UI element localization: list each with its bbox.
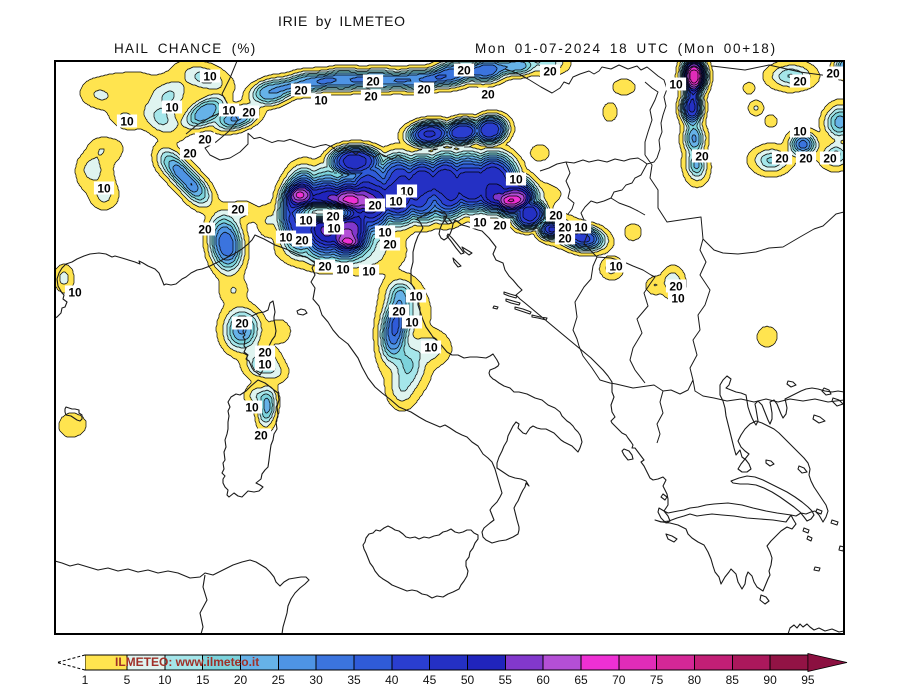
svg-text:10: 10: [203, 70, 217, 84]
svg-text:95: 95: [801, 673, 815, 687]
svg-text:20: 20: [183, 147, 197, 161]
svg-text:10: 10: [424, 341, 438, 355]
svg-text:10: 10: [327, 222, 341, 236]
svg-text:10: 10: [258, 358, 272, 372]
svg-text:20: 20: [242, 106, 256, 120]
svg-text:85: 85: [726, 673, 740, 687]
svg-text:ILMETEO: www.ilmeteo.it: ILMETEO: www.ilmeteo.it: [115, 655, 259, 669]
svg-text:10: 10: [473, 216, 487, 230]
svg-text:60: 60: [536, 673, 550, 687]
svg-text:HAIL CHANCE (%): HAIL CHANCE (%): [114, 41, 257, 56]
svg-text:20: 20: [258, 346, 272, 360]
svg-text:20: 20: [295, 234, 309, 248]
svg-text:20: 20: [198, 223, 212, 237]
svg-text:20: 20: [558, 221, 572, 235]
svg-text:20: 20: [823, 152, 837, 166]
svg-text:20: 20: [294, 84, 308, 98]
svg-text:10: 10: [362, 265, 376, 279]
svg-text:20: 20: [364, 90, 378, 104]
svg-text:25: 25: [272, 673, 286, 687]
svg-text:10: 10: [279, 231, 293, 245]
svg-text:20: 20: [254, 429, 268, 443]
svg-text:75: 75: [650, 673, 664, 687]
svg-text:10: 10: [509, 173, 523, 187]
svg-text:15: 15: [196, 673, 210, 687]
svg-text:20: 20: [669, 280, 683, 294]
svg-text:10: 10: [97, 182, 111, 196]
svg-text:20: 20: [793, 75, 807, 89]
svg-text:10: 10: [68, 286, 82, 300]
svg-text:20: 20: [383, 238, 397, 252]
svg-text:10: 10: [314, 94, 328, 108]
svg-text:10: 10: [389, 195, 403, 209]
svg-text:10: 10: [671, 292, 685, 306]
svg-text:10: 10: [793, 125, 807, 139]
svg-text:35: 35: [347, 673, 361, 687]
svg-text:20: 20: [695, 150, 709, 164]
svg-text:65: 65: [574, 673, 588, 687]
svg-text:20: 20: [368, 199, 382, 213]
svg-text:20: 20: [366, 75, 380, 89]
svg-text:20: 20: [198, 133, 212, 147]
svg-text:20: 20: [235, 317, 249, 331]
svg-text:30: 30: [309, 673, 323, 687]
svg-text:1: 1: [82, 673, 89, 687]
svg-text:80: 80: [688, 673, 702, 687]
svg-text:20: 20: [318, 260, 332, 274]
svg-text:20: 20: [775, 152, 789, 166]
svg-text:10: 10: [409, 290, 423, 304]
svg-text:10: 10: [165, 101, 179, 115]
svg-text:20: 20: [543, 65, 557, 79]
svg-text:10: 10: [120, 115, 134, 129]
svg-text:20: 20: [392, 305, 406, 319]
svg-text:20: 20: [417, 83, 431, 97]
svg-text:10: 10: [299, 214, 313, 228]
svg-text:90: 90: [763, 673, 777, 687]
svg-text:5: 5: [124, 673, 131, 687]
svg-text:20: 20: [558, 232, 572, 246]
svg-text:20: 20: [457, 64, 471, 78]
svg-text:20: 20: [493, 219, 507, 233]
svg-text:20: 20: [799, 152, 813, 166]
svg-text:20: 20: [234, 673, 248, 687]
svg-text:40: 40: [385, 673, 399, 687]
svg-text:20: 20: [231, 203, 245, 217]
svg-text:10: 10: [158, 673, 172, 687]
svg-text:10: 10: [336, 263, 350, 277]
svg-text:IRIE by ILMETEO: IRIE by ILMETEO: [278, 13, 406, 29]
svg-text:45: 45: [423, 673, 437, 687]
svg-text:50: 50: [461, 673, 475, 687]
svg-text:70: 70: [612, 673, 626, 687]
svg-text:55: 55: [499, 673, 513, 687]
svg-text:10: 10: [574, 221, 588, 235]
svg-text:10: 10: [245, 401, 259, 415]
svg-text:10: 10: [669, 78, 683, 92]
svg-text:10: 10: [405, 316, 419, 330]
svg-text:Mon 01-07-2024 18 UTC (Mon 00+: Mon 01-07-2024 18 UTC (Mon 00+18): [475, 41, 777, 56]
svg-text:10: 10: [609, 260, 623, 274]
svg-text:10: 10: [378, 226, 392, 240]
svg-text:20: 20: [481, 88, 495, 102]
svg-text:10: 10: [222, 104, 236, 118]
svg-text:20: 20: [326, 210, 340, 224]
svg-text:20: 20: [826, 67, 840, 81]
svg-text:20: 20: [549, 209, 563, 223]
